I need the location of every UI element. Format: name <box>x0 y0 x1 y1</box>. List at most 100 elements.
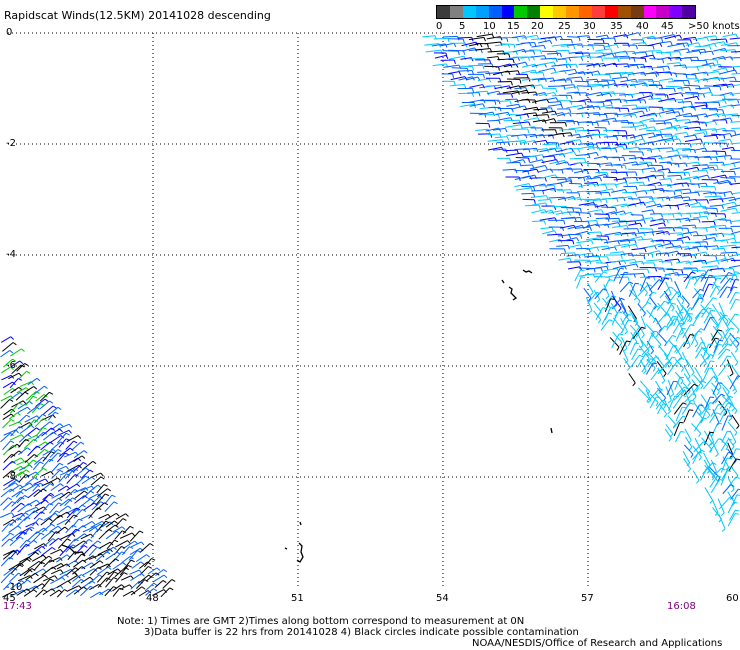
wind-vector <box>729 332 740 344</box>
wind-vector <box>18 474 27 483</box>
wind-barb <box>33 386 38 390</box>
wind-vector <box>645 292 653 304</box>
wind-vector <box>710 366 719 380</box>
wind-vector <box>695 410 704 420</box>
wind-vector <box>577 35 589 38</box>
wind-vector <box>42 538 54 548</box>
wind-barb <box>155 572 160 576</box>
wind-vector <box>578 202 594 206</box>
wind-vector <box>709 232 723 236</box>
wind-barb <box>716 285 721 288</box>
wind-barb <box>681 269 684 274</box>
wind-vector <box>568 244 581 248</box>
wind-vector <box>97 548 111 556</box>
wind-vector <box>130 573 142 582</box>
wind-vector <box>674 281 682 295</box>
wind-vector <box>72 566 83 575</box>
wind-barb <box>64 526 69 530</box>
wind-barb <box>708 367 714 370</box>
wind-vector <box>683 166 698 171</box>
wind-vector <box>49 525 59 533</box>
wind-vector <box>717 498 725 514</box>
wind-vector <box>658 267 673 271</box>
wind-barb <box>724 151 727 156</box>
wind-vector <box>17 579 28 588</box>
wind-vector <box>682 191 699 195</box>
wind-barb <box>555 88 558 93</box>
wind-barb <box>504 128 508 133</box>
wind-barb <box>144 579 149 582</box>
wind-vector <box>631 162 648 166</box>
wind-barb <box>718 344 723 346</box>
wind-vector <box>691 104 706 109</box>
wind-vector <box>40 494 50 505</box>
wind-barb <box>698 184 700 189</box>
wind-barb <box>621 145 625 150</box>
wind-barb <box>521 152 524 157</box>
wind-vector <box>628 138 644 143</box>
wind-barb <box>702 93 706 98</box>
wind-vector <box>16 460 27 466</box>
wind-barb <box>735 207 738 212</box>
island-outline <box>522 269 533 274</box>
colorbar-swatch-8 <box>540 6 554 18</box>
wind-vector <box>97 577 108 588</box>
wind-vector <box>23 438 35 449</box>
wind-vector <box>677 86 690 90</box>
wind-vector <box>683 134 696 138</box>
wind-barb <box>588 154 591 159</box>
wind-vector <box>9 536 21 546</box>
wind-vector <box>51 469 61 479</box>
wind-barb <box>617 311 623 314</box>
wind-barb <box>119 587 124 591</box>
wind-barb <box>652 367 656 372</box>
wind-barb <box>674 348 678 353</box>
wind-barb <box>534 126 537 131</box>
wind-barb <box>42 554 47 559</box>
wind-barb <box>642 110 645 115</box>
wind-barb <box>482 65 485 70</box>
wind-vector <box>691 48 705 52</box>
wind-vector <box>587 101 604 103</box>
wind-barb <box>618 333 624 336</box>
wind-vector <box>622 104 637 107</box>
wind-barb <box>725 275 729 280</box>
wind-vector <box>2 342 14 352</box>
wind-vector <box>557 196 574 201</box>
wind-vector <box>595 48 611 52</box>
wind-vector <box>34 448 46 459</box>
wind-vector <box>649 279 660 291</box>
wind-vector <box>3 429 17 436</box>
wind-barb <box>498 100 501 105</box>
wind-barb <box>19 536 24 540</box>
wind-barb <box>730 191 734 196</box>
wind-vector <box>532 92 545 96</box>
wind-vector <box>549 238 561 243</box>
wind-vector <box>610 210 624 215</box>
wind-barb <box>12 342 17 346</box>
wind-vector <box>611 76 627 80</box>
wind-vector <box>494 136 508 139</box>
wind-barb <box>58 497 63 502</box>
wind-vector <box>32 517 40 527</box>
wind-barb <box>462 39 465 44</box>
wind-vector <box>601 117 615 121</box>
colorbar-label-5: 25 <box>558 21 571 32</box>
wind-vector <box>568 71 584 76</box>
wind-barb <box>36 377 41 382</box>
wind-barb <box>678 155 682 160</box>
wind-vector <box>130 586 143 596</box>
wind-barb <box>694 134 698 140</box>
wind-barb <box>676 150 680 155</box>
wind-barb <box>65 432 70 436</box>
wind-vector <box>692 245 707 248</box>
wind-vector <box>0 512 12 518</box>
wind-vector <box>730 241 740 244</box>
wind-vector <box>584 255 599 258</box>
wind-vector <box>65 544 74 553</box>
wind-barb <box>30 526 35 530</box>
wind-vector <box>10 564 20 575</box>
wind-vector <box>709 99 725 103</box>
wind-vector <box>729 292 736 304</box>
wind-barb <box>729 139 733 144</box>
